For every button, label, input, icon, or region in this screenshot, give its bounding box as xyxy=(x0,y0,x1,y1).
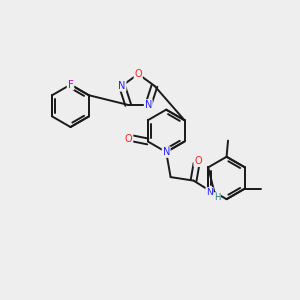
Text: O: O xyxy=(194,156,202,166)
Text: H: H xyxy=(214,193,220,202)
Text: N: N xyxy=(118,81,126,91)
Text: O: O xyxy=(125,134,133,143)
Text: N: N xyxy=(206,188,213,197)
Text: N: N xyxy=(145,100,152,110)
Text: N: N xyxy=(163,147,170,157)
Text: O: O xyxy=(134,69,142,79)
Text: F: F xyxy=(68,80,74,90)
